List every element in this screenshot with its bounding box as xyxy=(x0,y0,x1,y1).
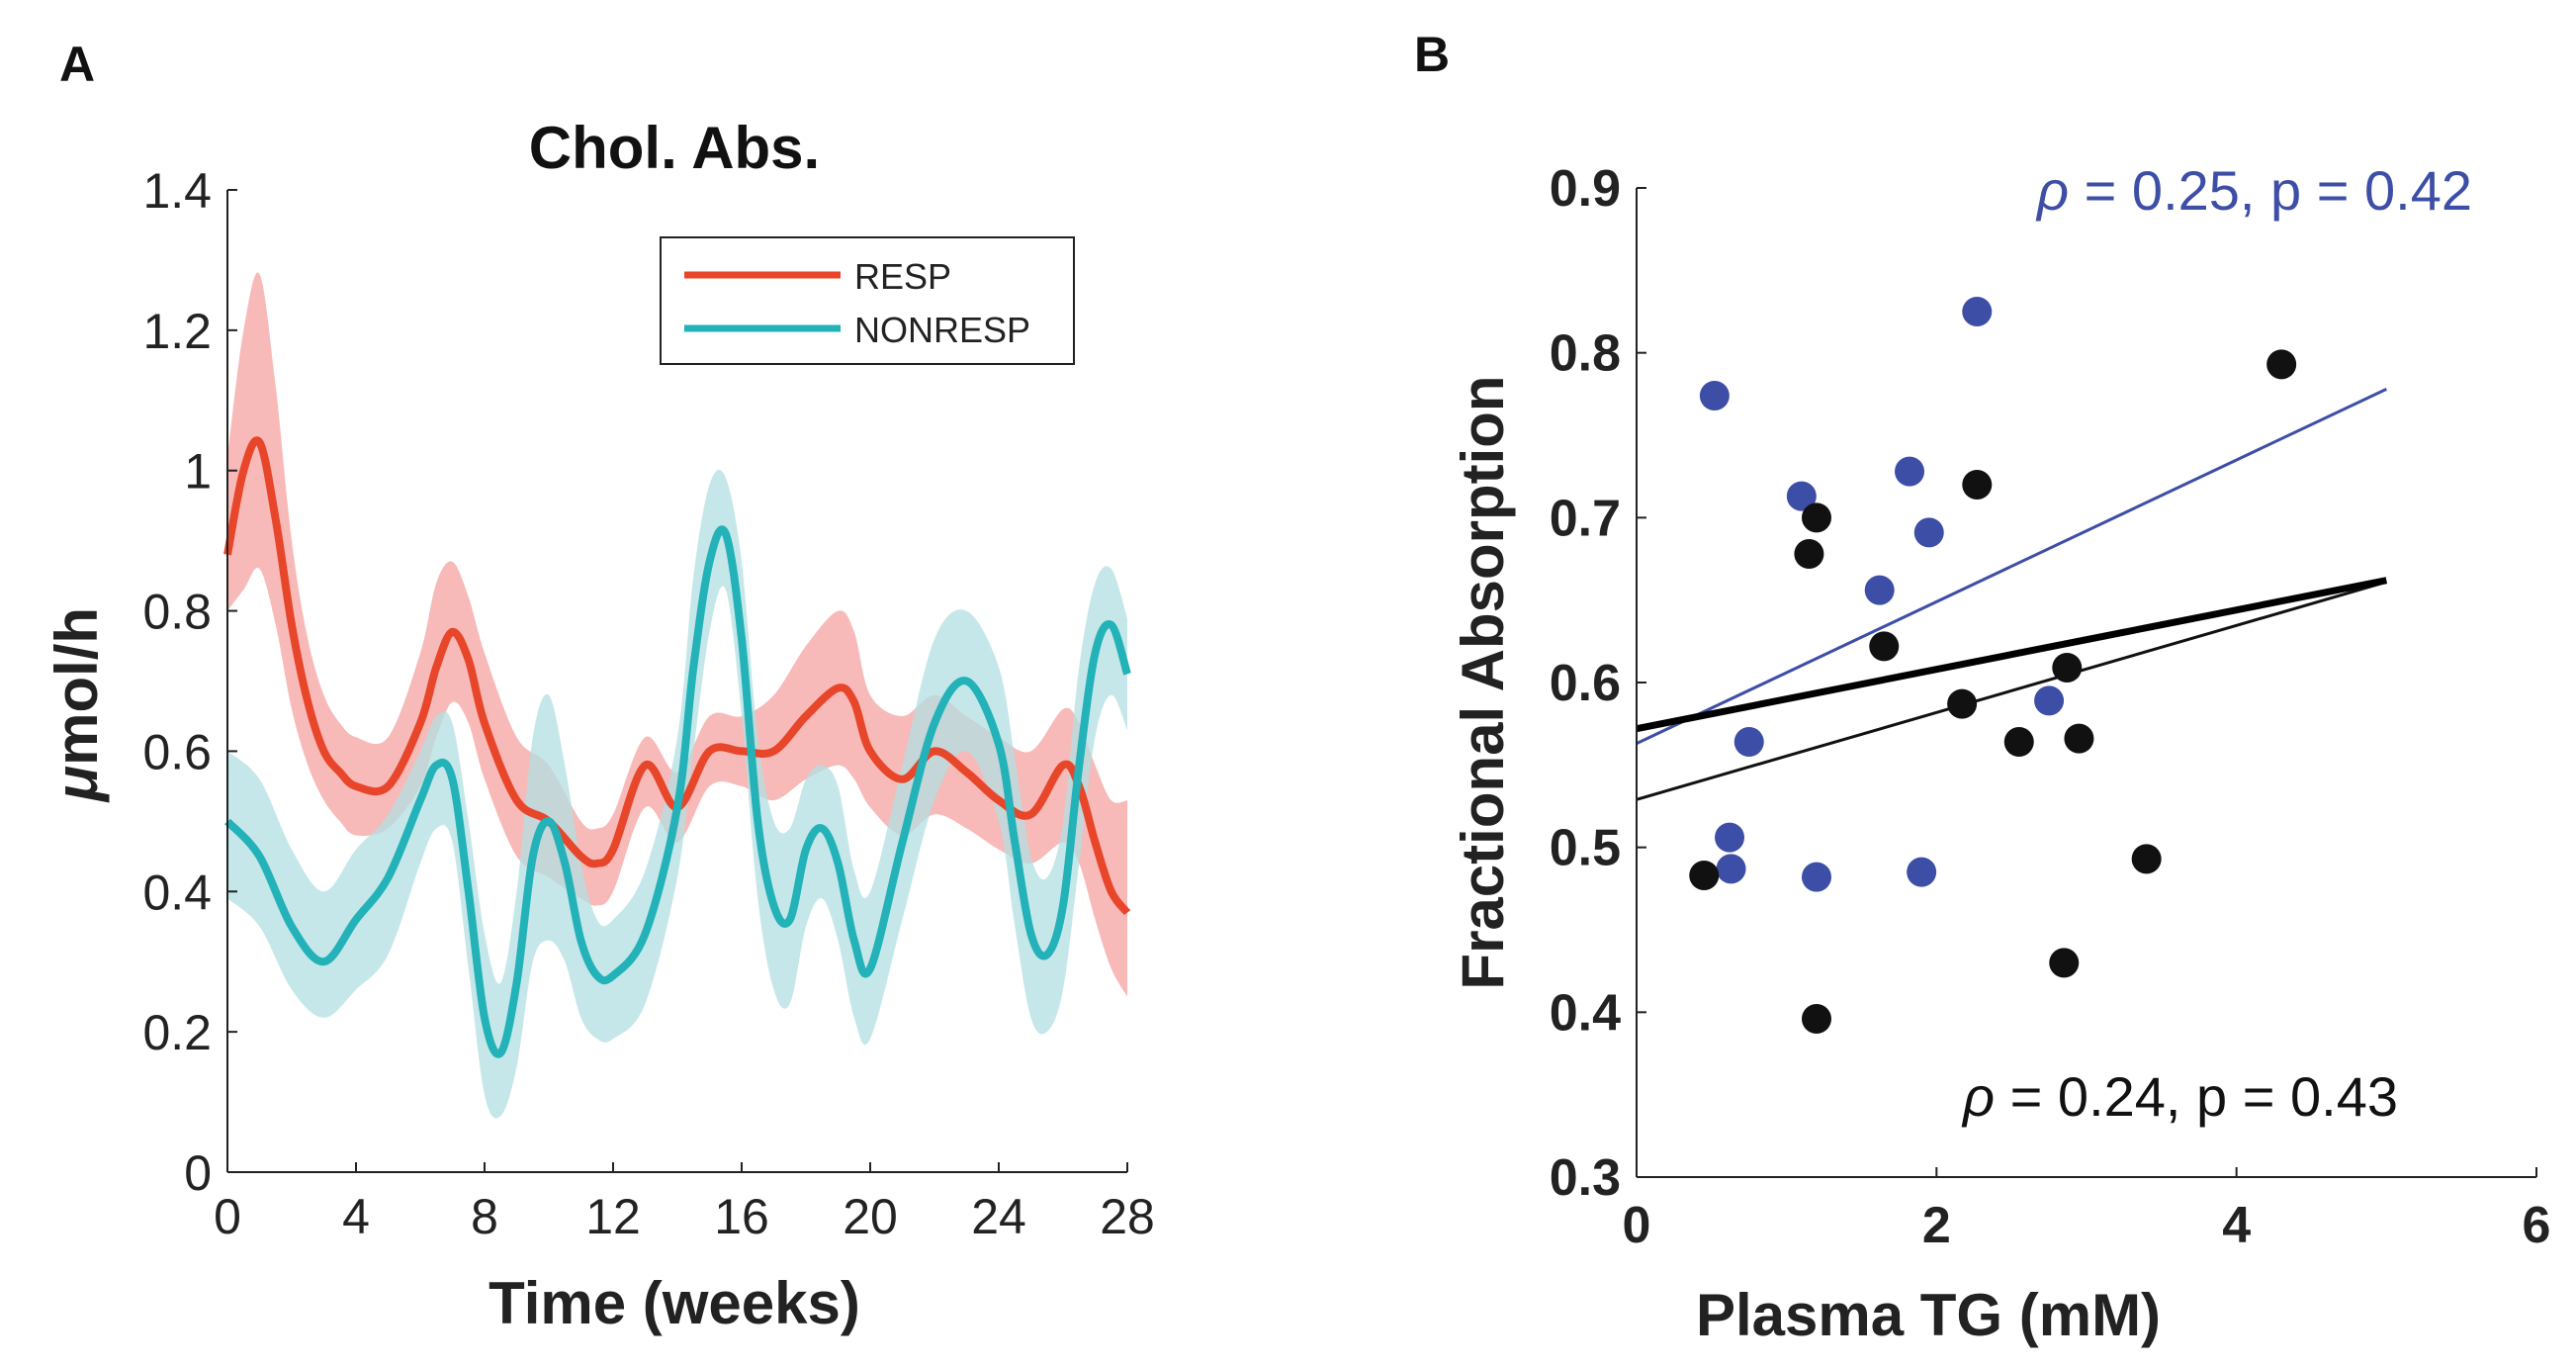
scatter-point-black xyxy=(1802,1004,1831,1034)
fit-line-black xyxy=(1636,580,2387,801)
chart-a-legend: RESP NONRESP xyxy=(660,236,1075,365)
chart-b-points xyxy=(1689,297,2297,1034)
panel-a-label: A xyxy=(59,37,95,92)
scatter-point-black xyxy=(2131,844,2162,874)
chart-b-ytick-label: 0.4 xyxy=(1550,984,1621,1042)
chart-b-ytick-label: 0.3 xyxy=(1550,1149,1621,1207)
scatter-point-black xyxy=(1689,861,1720,890)
scatter-point-black xyxy=(2003,727,2034,757)
scatter-point-blue xyxy=(1733,727,1764,757)
scatter-point-black xyxy=(1794,539,1824,569)
chart-b-ylabel: Fractional Absorption xyxy=(1450,375,1516,989)
scatter-point-black xyxy=(2266,349,2297,380)
scatter-point-blue xyxy=(1962,297,1993,326)
panel-b-label: B xyxy=(1414,27,1450,82)
chart-a-xtick-label: 12 xyxy=(585,1189,641,1244)
panel-b-chart: 0 2 4 6 0.3 0.4 0.5 0.6 0.7 0.8 0.9 Plasma TG (mM)… xyxy=(1450,159,2550,1348)
chart-a-ytick-label: 1 xyxy=(184,444,212,500)
chart-a-title: Chol. Abs. xyxy=(529,115,820,181)
series-line-resp xyxy=(223,436,1131,916)
chart-a-ytick-label: 1.4 xyxy=(142,163,212,219)
scatter-point-blue xyxy=(1913,517,1944,548)
scatter-point-blue xyxy=(1864,575,1895,605)
legend-label-nonresp: NONRESP xyxy=(854,310,1030,350)
series-line-nonresp xyxy=(224,525,1131,1058)
scatter-point-black xyxy=(1947,688,1978,719)
annotation-black-correlation: ρ = 0.24, p = 0.43 xyxy=(1961,1065,2398,1128)
chart-a-ytick-label: 0.8 xyxy=(142,585,212,640)
chart-a-xtick-label: 0 xyxy=(214,1189,241,1244)
chart-b-ytick-label: 0.8 xyxy=(1550,325,1621,383)
legend-box xyxy=(660,236,1075,365)
legend-label-resp: RESP xyxy=(854,256,951,297)
chart-b-xtick-label: 2 xyxy=(1922,1197,1951,1254)
annotation-black-text: = 0.24, p = 0.43 xyxy=(1995,1065,2398,1128)
annotation-blue-text: = 0.25, p = 0.42 xyxy=(2069,159,2472,222)
chart-b-ytick-label: 0.7 xyxy=(1550,490,1621,547)
chart-a-xtick-label: 20 xyxy=(843,1189,898,1244)
scatter-point-blue xyxy=(1786,481,1817,511)
chart-a-xtick-label: 28 xyxy=(1100,1189,1155,1244)
chart-b-fit-lines xyxy=(1636,387,2388,801)
panel-a-chart: Chol. Abs. 0 4 8 12 16 20 24 28 0 0.2 0.4 0.6 0.8 1 1.… xyxy=(44,115,1155,1336)
scatter-point-black xyxy=(1802,502,1831,533)
chart-a-ylabel-mu: μ xyxy=(44,766,110,803)
scatter-point-blue xyxy=(1699,381,1730,410)
scatter-point-blue xyxy=(2034,685,2065,716)
chart-b-ytick-label: 0.6 xyxy=(1550,655,1621,712)
chart-a-xlabel: Time (weeks) xyxy=(489,1270,860,1336)
chart-a-ytick-label: 0.4 xyxy=(142,865,212,920)
chart-a-ytick-label: 0.2 xyxy=(142,1005,212,1060)
chart-a-bands xyxy=(227,272,1127,1119)
chart-b-ytick-label: 0.5 xyxy=(1550,820,1621,877)
annotation-blue-rho: ρ xyxy=(2035,159,2069,222)
chart-a-ytick-label: 1.2 xyxy=(142,304,212,359)
fit-line-pooled xyxy=(1636,577,2388,733)
scatter-point-black xyxy=(2052,653,2083,683)
chart-a-ticks: 0 4 8 12 16 20 24 28 0 0.2 0.4 0.6 0.8 1 1.2 1.4 xyxy=(142,163,1154,1244)
chart-a-xtick-label: 16 xyxy=(714,1189,769,1244)
scatter-point-blue xyxy=(1716,854,1746,884)
chart-b-ticks: 0 2 4 6 0.3 0.4 0.5 0.6 0.7 0.8 0.9 xyxy=(1550,160,2551,1254)
chart-a-ylabel-unit: mol/h xyxy=(44,607,110,766)
chart-b-xtick-label: 0 xyxy=(1623,1197,1651,1254)
chart-a-xtick-label: 4 xyxy=(342,1189,370,1244)
fit-line-blue xyxy=(1636,387,2387,746)
chart-a-axes xyxy=(226,190,1127,1173)
chart-a-xtick-label: 8 xyxy=(471,1189,498,1244)
chart-b-ytick-label: 0.9 xyxy=(1550,160,1621,218)
chart-b-xtick-label: 4 xyxy=(2222,1197,2251,1254)
scatter-point-blue xyxy=(1715,822,1745,853)
scatter-point-black xyxy=(1962,470,1993,500)
chart-a-ylabel: μmol/h xyxy=(44,607,110,803)
scatter-point-blue xyxy=(1895,456,1925,487)
scatter-point-blue xyxy=(1907,857,1937,887)
scatter-point-blue xyxy=(1802,862,1831,892)
annotation-blue-correlation: ρ = 0.25, p = 0.42 xyxy=(2035,159,2472,222)
scatter-point-black xyxy=(1869,631,1900,662)
chart-b-xtick-label: 6 xyxy=(2523,1197,2551,1254)
chart-a-xtick-label: 24 xyxy=(971,1189,1026,1244)
chart-a-ytick-label: 0 xyxy=(184,1145,212,1201)
chart-a-lines xyxy=(223,436,1131,1058)
chart-b-xlabel: Plasma TG (mM) xyxy=(1696,1282,2161,1348)
chart-b-axes xyxy=(1636,188,2536,1178)
scatter-point-black xyxy=(2064,723,2094,754)
annotation-black-rho: ρ xyxy=(1961,1065,1995,1128)
chart-a-ytick-label: 0.6 xyxy=(142,724,212,779)
scatter-point-black xyxy=(2049,948,2080,978)
